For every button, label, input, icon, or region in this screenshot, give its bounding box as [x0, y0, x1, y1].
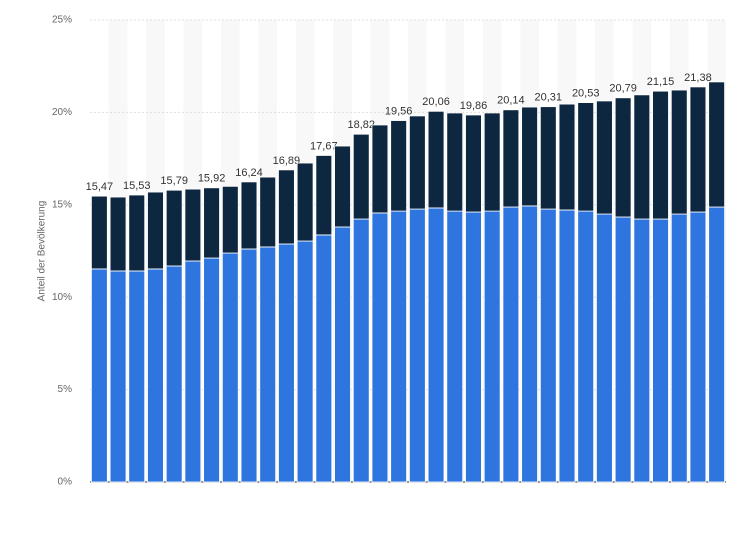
bar-segment — [296, 240, 314, 483]
bar-segment — [240, 181, 258, 250]
bar-segment — [109, 196, 127, 272]
bar-segment — [558, 209, 576, 483]
data-label: 15,47 — [86, 181, 114, 193]
bar-segment — [633, 218, 651, 483]
bar-segment — [614, 216, 632, 483]
bar-segment — [203, 187, 220, 259]
bar-segment — [614, 97, 632, 218]
bar-segment — [539, 208, 557, 483]
bar-segment — [521, 205, 538, 483]
bar-segment — [278, 169, 295, 245]
bar-segment — [259, 246, 277, 483]
bar-segment — [221, 252, 239, 483]
data-label: 20,31 — [535, 92, 563, 104]
data-label: 15,92 — [198, 173, 226, 185]
bar-segment — [558, 103, 576, 211]
bar-segment — [409, 208, 426, 483]
bar-segment — [371, 124, 389, 214]
bar-segment — [689, 86, 707, 213]
data-label: 17,67 — [310, 140, 338, 152]
data-label: 20,79 — [609, 83, 637, 95]
bar-segment — [427, 110, 445, 209]
bar-segment — [147, 268, 164, 483]
bar-segment — [502, 206, 520, 483]
y-axis-label: Anteil der Bevölkerung — [37, 201, 48, 302]
bar-segment — [352, 218, 370, 483]
bar-segment — [465, 211, 482, 483]
bar-segment — [708, 81, 725, 208]
bar-segment — [483, 210, 501, 483]
y-tick-label: 5% — [58, 384, 73, 395]
data-label: 20,14 — [497, 95, 525, 107]
y-tick-label: 20% — [52, 107, 72, 118]
bar-segment — [259, 176, 277, 248]
bar-segment — [483, 112, 501, 212]
bar-segment — [240, 248, 258, 483]
bar-segment — [502, 109, 520, 208]
bar-segment — [446, 210, 464, 483]
data-label: 21,15 — [647, 76, 675, 88]
bar-segment — [334, 226, 351, 483]
bar-segment — [184, 260, 202, 483]
bar-segment — [633, 94, 651, 220]
bar-segment — [596, 213, 613, 483]
data-label: 20,06 — [422, 96, 450, 108]
bar-segment — [689, 211, 707, 483]
bar-segment — [203, 257, 220, 483]
data-label: 18,82 — [347, 119, 375, 131]
bar-segment — [352, 133, 370, 220]
bar-segment — [652, 218, 669, 483]
bar-segment — [465, 114, 482, 213]
bar-segment — [91, 268, 108, 483]
data-label: 16,24 — [235, 167, 263, 179]
bar-segment — [278, 243, 295, 483]
bar-segment — [409, 115, 426, 210]
bar-segment — [315, 234, 333, 483]
bar-segment — [708, 206, 725, 483]
bar-segment — [596, 100, 613, 215]
y-tick-label: 25% — [52, 15, 72, 26]
data-label: 19,56 — [385, 105, 413, 117]
data-label: 16,89 — [273, 155, 301, 167]
bar-segment — [670, 213, 688, 483]
data-label: 20,53 — [572, 88, 600, 100]
bar-segment — [390, 210, 407, 483]
bar-segment — [128, 194, 146, 272]
bar-segment — [446, 112, 464, 212]
bar-segment — [652, 90, 669, 220]
bar-segment — [128, 270, 146, 483]
bar-segment — [184, 188, 202, 262]
bar-segment — [221, 185, 239, 254]
data-label: 21,38 — [684, 72, 712, 84]
data-label: 15,53 — [123, 180, 151, 192]
y-tick-label: 10% — [52, 292, 72, 303]
bar-segment — [296, 162, 314, 242]
y-tick-label: 15% — [52, 199, 72, 210]
bar-segment — [371, 212, 389, 483]
bar-segment — [109, 270, 127, 483]
bar-segment — [577, 102, 595, 212]
bar-segment — [521, 106, 538, 207]
data-label: 19,86 — [460, 100, 488, 112]
bar-segment — [165, 265, 183, 483]
bar-segment — [390, 120, 407, 212]
bar-segment — [315, 155, 333, 236]
bar-segment — [539, 106, 557, 210]
bar-segment — [147, 191, 164, 270]
bar-segment — [334, 145, 351, 228]
bar-segment — [577, 210, 595, 483]
bar-segment — [165, 189, 183, 267]
y-tick-label: 0% — [58, 477, 73, 488]
data-label: 15,79 — [160, 175, 188, 187]
bar-segment — [427, 207, 445, 483]
bar-segment — [91, 195, 108, 270]
bar-segment — [670, 89, 688, 215]
